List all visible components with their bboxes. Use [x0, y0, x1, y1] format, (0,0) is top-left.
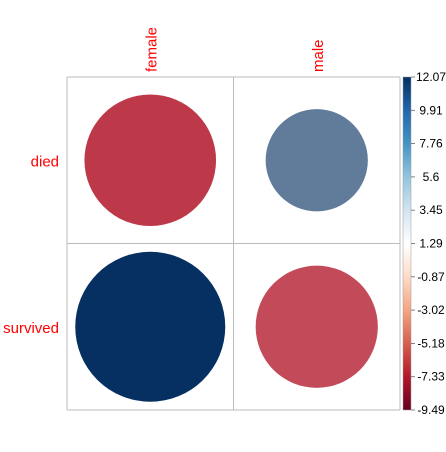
color-legend-tick-label: -7.33 [417, 370, 445, 384]
color-legend-tick-label: -0.87 [417, 270, 445, 284]
cell-circle-died-female [84, 94, 217, 227]
cell-circle-survived-female [75, 251, 226, 402]
color-legend-tick-label: -9.49 [417, 403, 445, 417]
color-legend-bar [402, 76, 412, 411]
color-legend-tick-label: 12.07 [416, 70, 446, 84]
color-legend-tick-label: -5.18 [417, 336, 445, 350]
row-label: survived [3, 320, 59, 337]
color-legend-tick-label: 7.76 [419, 137, 443, 151]
column-labels: female male [143, 27, 327, 72]
column-label: female [143, 27, 160, 72]
color-legend-tick-label: 1.29 [419, 237, 443, 251]
grid [66, 76, 401, 411]
color-legend-tick-label: 9.91 [419, 103, 443, 117]
cell-circle-survived-male [255, 265, 378, 388]
column-label: male [310, 39, 327, 72]
color-legend: 12.07 9.91 7.76 5.6 3.45 1.29 -0.87 -3.02 -5.18 -… [402, 70, 446, 417]
cell-circle-died-male [265, 109, 368, 212]
color-legend-tick-label: 3.45 [419, 203, 443, 217]
row-label: died [31, 153, 59, 170]
circle-marks [75, 94, 378, 402]
row-labels: died survived [3, 153, 59, 337]
color-legend-tick-label: 5.6 [423, 170, 440, 184]
color-legend-tick-label: -3.02 [417, 303, 445, 317]
